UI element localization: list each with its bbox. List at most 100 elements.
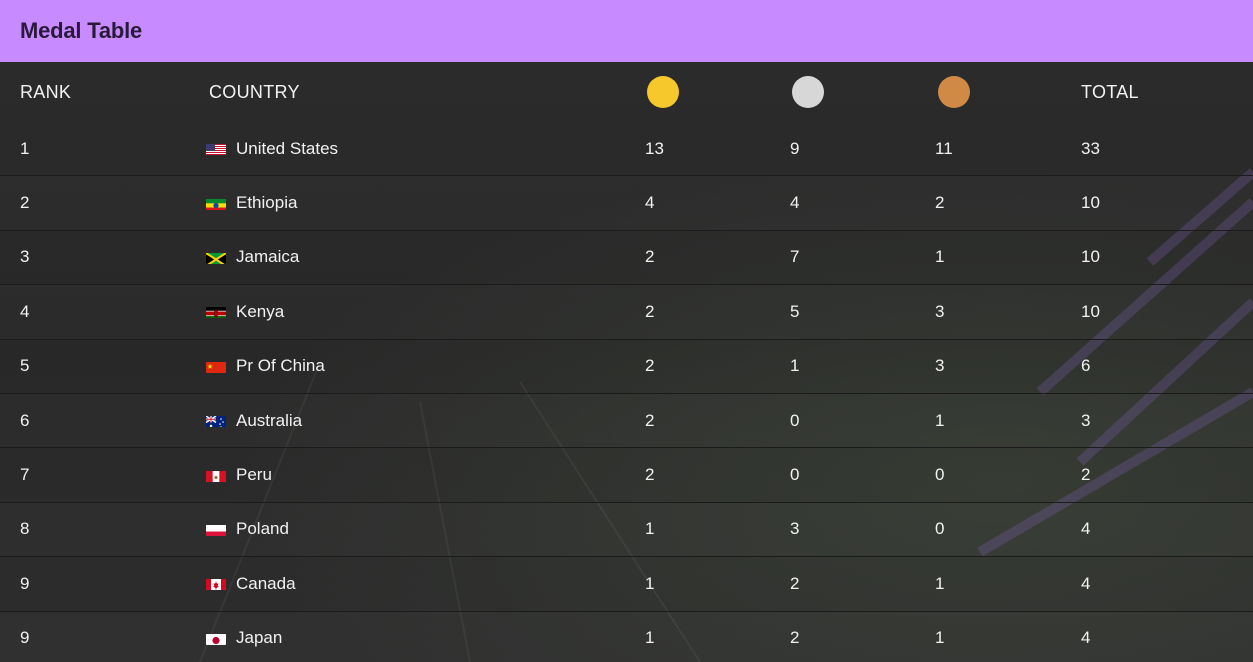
bronze-count: 0 xyxy=(935,519,945,539)
silver-medal-icon[interactable] xyxy=(792,76,824,108)
table-header-row: RANK COUNTRY TOTAL xyxy=(0,62,1253,122)
bronze-count: 1 xyxy=(935,247,945,267)
gold-count: 1 xyxy=(645,573,655,593)
table-row: 8 Poland 1 3 0 4 xyxy=(0,503,1253,558)
table-row: 9 Canada 1 2 1 4 xyxy=(0,557,1253,612)
country-name: Kenya xyxy=(236,301,285,321)
canada-flag-icon xyxy=(206,577,226,591)
table-row: 3 Jamaica 2 7 1 10 xyxy=(0,231,1253,286)
table-row: 7 Peru 2 0 0 2 xyxy=(0,448,1253,503)
column-header-rank[interactable]: RANK xyxy=(20,81,72,102)
total-count: 4 xyxy=(1081,573,1091,593)
total-count: 4 xyxy=(1081,628,1091,648)
jamaica-flag-icon xyxy=(206,251,226,264)
silver-count: 4 xyxy=(790,193,800,213)
table-row: 1 United States 13 9 11 33 xyxy=(0,122,1253,177)
country-cell[interactable]: Japan xyxy=(206,628,282,648)
silver-count: 7 xyxy=(790,247,800,267)
table-body: RANK COUNTRY TOTAL 1 United States 13 9 … xyxy=(0,62,1253,662)
column-header-country[interactable]: COUNTRY xyxy=(209,81,300,102)
silver-count: 3 xyxy=(790,519,800,539)
china-flag-icon xyxy=(206,360,226,373)
rank-cell: 4 xyxy=(20,301,30,321)
country-name: Jamaica xyxy=(236,247,300,267)
australia-flag-icon xyxy=(206,414,226,428)
rank-cell: 3 xyxy=(20,247,30,267)
us-flag-icon xyxy=(206,142,226,156)
gold-count: 1 xyxy=(645,519,655,539)
kenya-flag-icon xyxy=(206,305,226,319)
total-count: 3 xyxy=(1081,410,1091,430)
country-cell[interactable]: Kenya xyxy=(206,302,284,322)
country-cell[interactable]: Canada xyxy=(206,574,296,594)
rank-cell: 7 xyxy=(20,465,30,485)
total-count: 10 xyxy=(1081,193,1100,213)
bronze-count: 2 xyxy=(935,193,945,213)
peru-flag-icon xyxy=(206,469,226,482)
bronze-count: 0 xyxy=(935,465,945,485)
bronze-count: 11 xyxy=(935,138,953,158)
japan-flag-icon xyxy=(206,632,226,645)
country-name: United States xyxy=(236,138,339,158)
gold-count: 4 xyxy=(645,193,655,213)
country-cell[interactable]: Jamaica xyxy=(206,247,299,267)
bronze-count: 3 xyxy=(935,301,945,321)
bronze-medal-icon[interactable] xyxy=(938,76,970,108)
ethiopia-flag-icon xyxy=(206,197,226,210)
total-count: 33 xyxy=(1081,138,1100,158)
gold-count: 1 xyxy=(645,628,655,648)
country-cell[interactable]: Poland xyxy=(206,519,289,539)
rank-cell: 8 xyxy=(20,519,30,539)
gold-count: 2 xyxy=(645,356,655,376)
total-count: 2 xyxy=(1081,465,1091,485)
rank-cell: 9 xyxy=(20,628,30,648)
country-name: Australia xyxy=(236,410,303,430)
rank-cell: 2 xyxy=(20,193,30,213)
bronze-count: 1 xyxy=(935,573,945,593)
gold-count: 2 xyxy=(645,301,655,321)
rank-cell: 1 xyxy=(20,138,30,158)
gold-count: 2 xyxy=(645,465,655,485)
medal-table: RANK COUNTRY TOTAL 1 United States 13 9 … xyxy=(0,62,1253,662)
page-header: Medal Table xyxy=(0,0,1253,62)
silver-count: 5 xyxy=(790,301,800,321)
country-cell[interactable]: Pr Of China xyxy=(206,356,325,376)
table-row: 6 Australia 2 0 1 3 xyxy=(0,394,1253,449)
country-name: Canada xyxy=(236,573,296,593)
total-count: 10 xyxy=(1081,247,1100,267)
gold-medal-icon[interactable] xyxy=(647,76,679,108)
rank-cell: 6 xyxy=(20,410,30,430)
country-cell[interactable]: Australia xyxy=(206,411,302,431)
table-row: 4 Kenya 2 5 3 10 xyxy=(0,285,1253,340)
country-cell[interactable]: United States xyxy=(206,139,338,159)
country-name: Poland xyxy=(236,519,289,539)
country-name: Ethiopia xyxy=(236,193,298,213)
bronze-count: 1 xyxy=(935,628,945,648)
rank-cell: 9 xyxy=(20,573,30,593)
silver-count: 1 xyxy=(790,356,800,376)
gold-count: 2 xyxy=(645,247,655,267)
table-row: 5 Pr Of China 2 1 3 6 xyxy=(0,340,1253,394)
table-row: 9 Japan 1 2 1 4 xyxy=(0,612,1253,662)
country-name: Japan xyxy=(236,628,283,648)
total-count: 6 xyxy=(1081,356,1091,376)
total-count: 10 xyxy=(1081,301,1100,321)
page-title: Medal Table xyxy=(20,18,143,43)
rank-cell: 5 xyxy=(20,356,30,376)
silver-count: 0 xyxy=(790,465,800,485)
silver-count: 9 xyxy=(790,138,800,158)
country-cell[interactable]: Ethiopia xyxy=(206,193,297,213)
total-count: 4 xyxy=(1081,519,1091,539)
country-cell[interactable]: Peru xyxy=(206,465,272,485)
bronze-count: 1 xyxy=(935,410,945,430)
country-name: Pr Of China xyxy=(236,356,325,376)
silver-count: 2 xyxy=(790,628,800,648)
silver-count: 0 xyxy=(790,410,800,430)
bronze-count: 3 xyxy=(935,356,945,376)
gold-count: 13 xyxy=(645,138,664,158)
country-name: Peru xyxy=(236,465,272,485)
gold-count: 2 xyxy=(645,410,655,430)
column-header-total[interactable]: TOTAL xyxy=(1081,81,1139,102)
silver-count: 2 xyxy=(790,573,800,593)
poland-flag-icon xyxy=(206,523,226,536)
